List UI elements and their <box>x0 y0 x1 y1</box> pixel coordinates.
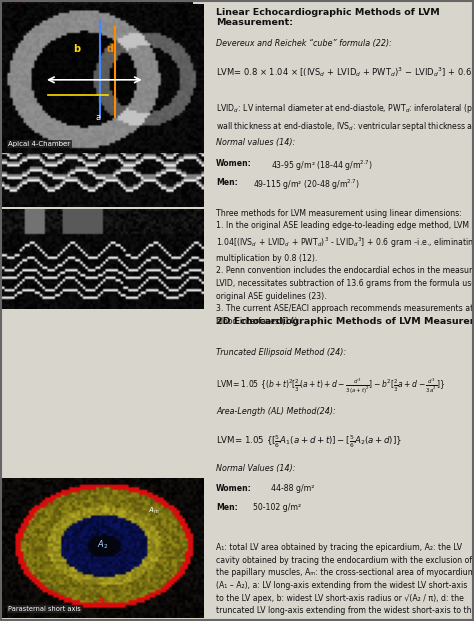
Text: Devereux and Reichek “cube” formula (22):: Devereux and Reichek “cube” formula (22)… <box>216 39 392 48</box>
Text: 49-115 g/m² (20-48 g/m$^{2.7}$): 49-115 g/m² (20-48 g/m$^{2.7}$) <box>253 178 360 193</box>
Text: Normal Values (14):: Normal Values (14): <box>216 463 296 473</box>
Text: Women:: Women: <box>216 158 252 168</box>
Text: Area-Length (AL) Method(24):: Area-Length (AL) Method(24): <box>216 407 336 417</box>
Text: LVID$_d$: LV internal diameter at end-diastole, PWT$_d$: inferolateral (posterio: LVID$_d$: LV internal diameter at end-di… <box>216 102 474 132</box>
Text: Parasternal short axis: Parasternal short axis <box>9 606 81 612</box>
Text: 2D Echocardiographic Methods of LVM Measurement:: 2D Echocardiographic Methods of LVM Meas… <box>216 317 474 326</box>
Text: Women:: Women: <box>216 484 252 493</box>
Text: 43-95 g/m² (18-44 g/m$^{2.7}$): 43-95 g/m² (18-44 g/m$^{2.7}$) <box>272 158 373 173</box>
Text: $A_m$: $A_m$ <box>148 505 159 516</box>
Text: PWT: PWT <box>113 84 125 89</box>
Text: $A_1$: $A_1$ <box>98 595 109 607</box>
Text: Men:: Men: <box>216 502 238 512</box>
Text: LVM= 1.05 $\{(b+t)^2 [\frac{2}{3}(a+t)+d-\frac{d^3}{3(a+t)^2}]-b^2[\frac{2}{3}a+: LVM= 1.05 $\{(b+t)^2 [\frac{2}{3}(a+t)+d… <box>216 376 446 396</box>
Text: 50-102 g/m²: 50-102 g/m² <box>253 502 301 512</box>
Text: Linear Echocardiographic Methods of LVM Measurement:: Linear Echocardiographic Methods of LVM … <box>216 7 440 27</box>
Text: Apical 4-Chamber: Apical 4-Chamber <box>9 142 71 147</box>
Text: Truncated Ellipsoid Method (24):: Truncated Ellipsoid Method (24): <box>216 348 346 357</box>
Text: a: a <box>95 114 100 122</box>
Text: Men:: Men: <box>216 178 238 187</box>
Text: d: d <box>107 43 114 53</box>
Text: LVM= 0.8 $\times$ 1.04 $\times$ [(IVS$_d$ + LVID$_d$ + PWT$_d$)$^3$ $-$ LVID$_d$: LVM= 0.8 $\times$ 1.04 $\times$ [(IVS$_d… <box>216 65 472 79</box>
Text: LVM= 1.05 $\{[\frac{5}{6}A_1(a+d+t)]-[\frac{5}{6}A_2(a+d)]\}$: LVM= 1.05 $\{[\frac{5}{6}A_1(a+d+t)]-[\f… <box>216 434 402 450</box>
Text: b: b <box>73 43 80 53</box>
Text: Three methods for LVM measurement using linear dimensions:
1. In the original AS: Three methods for LVM measurement using … <box>216 209 474 326</box>
Text: Normal values (14):: Normal values (14): <box>216 138 295 147</box>
Text: $A_2$: $A_2$ <box>98 539 109 551</box>
Text: 44-88 g/m²: 44-88 g/m² <box>272 484 315 493</box>
Text: A₁: total LV area obtained by tracing the epicardium, A₂: the LV
cavity obtained: A₁: total LV area obtained by tracing th… <box>216 543 474 621</box>
